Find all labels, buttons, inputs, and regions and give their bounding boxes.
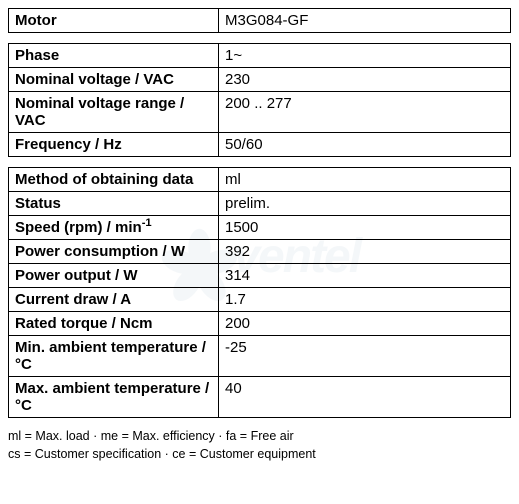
table-row: Phase 1~ (9, 44, 511, 68)
cell-label: Rated torque / Ncm (9, 312, 219, 336)
footnote-line: cs = Customer specification · ce = Custo… (8, 446, 511, 464)
specs-table: Method of obtaining data ml Status preli… (8, 167, 511, 418)
cell-label: Power output / W (9, 264, 219, 288)
cell-label: Method of obtaining data (9, 168, 219, 192)
cell-label: Status (9, 192, 219, 216)
cell-label: Min. ambient temperature / °C (9, 336, 219, 377)
table-row: Motor M3G084-GF (9, 9, 511, 33)
footnote: ml = Max. load · me = Max. efficiency · … (8, 428, 511, 463)
cell-value: 1.7 (219, 288, 511, 312)
cell-value: prelim. (219, 192, 511, 216)
cell-label: Nominal voltage / VAC (9, 68, 219, 92)
electrical-table: Phase 1~ Nominal voltage / VAC 230 Nomin… (8, 43, 511, 157)
table-row: Power consumption / W 392 (9, 240, 511, 264)
cell-label: Motor (9, 9, 219, 33)
cell-label: Phase (9, 44, 219, 68)
cell-value: 1500 (219, 216, 511, 240)
cell-value: 230 (219, 68, 511, 92)
cell-label: Current draw / A (9, 288, 219, 312)
cell-value: M3G084-GF (219, 9, 511, 33)
footnote-line: ml = Max. load · me = Max. efficiency · … (8, 428, 511, 446)
cell-value: 200 .. 277 (219, 92, 511, 133)
cell-value: 200 (219, 312, 511, 336)
cell-label: Power consumption / W (9, 240, 219, 264)
motor-table: Motor M3G084-GF (8, 8, 511, 33)
table-row: Method of obtaining data ml (9, 168, 511, 192)
table-row: Rated torque / Ncm 200 (9, 312, 511, 336)
table-row: Speed (rpm) / min-1 1500 (9, 216, 511, 240)
table-row: Nominal voltage range / VAC 200 .. 277 (9, 92, 511, 133)
table-row: Status prelim. (9, 192, 511, 216)
table-row: Power output / W 314 (9, 264, 511, 288)
table-row: Nominal voltage / VAC 230 (9, 68, 511, 92)
table-row: Frequency / Hz 50/60 (9, 133, 511, 157)
cell-value: -25 (219, 336, 511, 377)
cell-value: ml (219, 168, 511, 192)
cell-value: 50/60 (219, 133, 511, 157)
cell-label: Nominal voltage range / VAC (9, 92, 219, 133)
cell-value: 314 (219, 264, 511, 288)
table-row: Min. ambient temperature / °C -25 (9, 336, 511, 377)
table-row: Max. ambient temperature / °C 40 (9, 377, 511, 418)
table-row: Current draw / A 1.7 (9, 288, 511, 312)
cell-label: Speed (rpm) / min-1 (9, 216, 219, 240)
cell-value: 392 (219, 240, 511, 264)
cell-value: 40 (219, 377, 511, 418)
cell-label: Frequency / Hz (9, 133, 219, 157)
cell-label: Max. ambient temperature / °C (9, 377, 219, 418)
cell-value: 1~ (219, 44, 511, 68)
